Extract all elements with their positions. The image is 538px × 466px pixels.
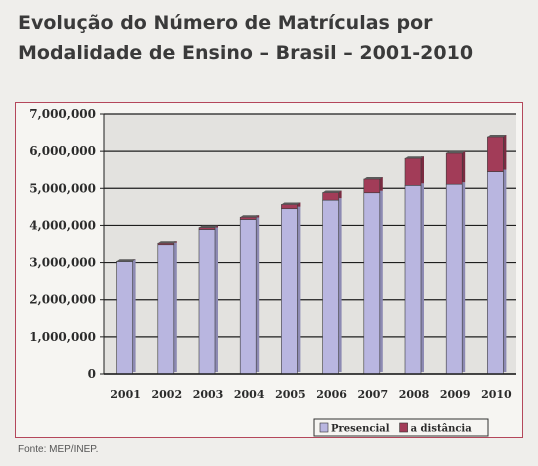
- bar-side: [503, 169, 507, 372]
- bar-side: [297, 206, 301, 372]
- bar-side: [173, 242, 177, 372]
- bar-presencial: [239, 219, 257, 375]
- x-tick-label: 2008: [399, 388, 430, 401]
- bar-presencial: [198, 229, 216, 375]
- bar-presencial: [445, 183, 463, 375]
- bar-top: [116, 259, 136, 262]
- bar-side: [338, 190, 342, 199]
- y-tick-label: 0: [88, 367, 96, 381]
- y-tick-label: 3,000,000: [29, 256, 96, 270]
- bar-side: [379, 190, 383, 372]
- y-tick-label: 4,000,000: [29, 218, 96, 232]
- x-tick-label: 2009: [440, 388, 471, 401]
- bar-top: [281, 202, 301, 205]
- x-tick-label: 2006: [316, 388, 347, 401]
- bar-a-distância: [322, 192, 339, 201]
- legend-label: a distância: [411, 424, 473, 435]
- bar-side: [215, 227, 218, 372]
- bar-a-distância: [445, 152, 463, 185]
- bar-presencial: [363, 192, 381, 375]
- bar-presencial: [116, 261, 133, 375]
- bar-presencial: [404, 185, 422, 375]
- chart-title: Evolução do Número de Matrículas por Mod…: [18, 12, 474, 64]
- bar-side: [297, 202, 301, 207]
- bar-top: [240, 215, 260, 218]
- bar-side: [379, 177, 383, 191]
- bar-side: [421, 183, 424, 372]
- bar-side: [338, 198, 342, 372]
- x-tick-label: 2005: [275, 388, 306, 401]
- bar-a-distância: [487, 136, 504, 172]
- bar-top: [322, 190, 342, 193]
- y-tick-label: 2,000,000: [29, 293, 96, 307]
- y-tick-label: 5,000,000: [29, 181, 96, 195]
- x-tick-label: 2001: [110, 388, 141, 401]
- bar-top: [199, 225, 218, 228]
- y-tick-label: 1,000,000: [29, 330, 96, 344]
- bar-top: [157, 241, 177, 244]
- bar-a-distância: [239, 216, 257, 220]
- x-tick-label: 2002: [151, 388, 182, 401]
- bar-a-distância: [404, 157, 422, 186]
- legend-swatch: [319, 422, 329, 433]
- bar-top: [446, 151, 466, 153]
- bar-presencial: [487, 171, 504, 375]
- bar-side: [421, 156, 424, 184]
- legend-label: Presencial: [331, 424, 390, 435]
- y-tick-label: 7,000,000: [29, 107, 96, 121]
- x-tick-label: 2007: [357, 388, 388, 401]
- bar-side: [503, 135, 507, 170]
- x-tick-label: 2010: [481, 388, 512, 401]
- bar-top: [363, 177, 383, 179]
- bar-side: [462, 182, 466, 372]
- bar-presencial: [281, 208, 298, 375]
- bar-side: [462, 151, 466, 183]
- bar-presencial: [157, 244, 175, 375]
- source-note: Fonte: MEP/INEP.: [18, 444, 99, 455]
- y-tick-label: 6,000,000: [29, 144, 96, 158]
- bar-presencial: [322, 199, 339, 375]
- bar-a-distância: [157, 242, 175, 246]
- bar-a-distância: [198, 227, 216, 230]
- bar-a-distância: [363, 178, 381, 194]
- bar-side: [256, 215, 260, 218]
- bar-top: [487, 135, 507, 138]
- x-tick-label: 2004: [234, 388, 265, 401]
- x-tick-label: 2003: [193, 388, 224, 401]
- bar-a-distância: [281, 204, 298, 210]
- legend-swatch: [399, 422, 408, 433]
- bar-side: [132, 259, 136, 372]
- bar-side: [256, 217, 260, 372]
- bar-top: [405, 156, 424, 159]
